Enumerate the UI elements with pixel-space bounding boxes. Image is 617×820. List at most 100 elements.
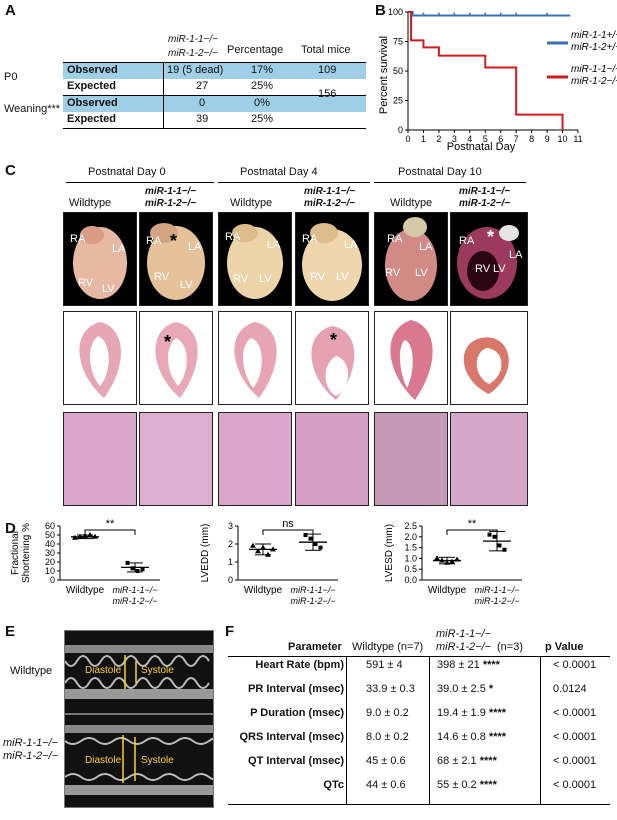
data-point bbox=[77, 533, 83, 539]
data-point bbox=[444, 559, 450, 565]
micrograph-ko-p10 bbox=[450, 412, 528, 506]
category-label-ko-l1: miR-1-1−/− bbox=[474, 585, 519, 595]
table-row: Expected 27 25% bbox=[67, 80, 274, 92]
dot-plot-y-label: LVEDD (mm) bbox=[200, 524, 211, 583]
panel-e-label: E bbox=[5, 623, 16, 640]
col-label-ko-p4-l2: miR-1-2−/− bbox=[304, 198, 356, 209]
category-label-wt: Wildtype bbox=[66, 585, 105, 596]
section-wt-p10 bbox=[374, 311, 448, 405]
ecg-ko-n: (n=3) bbox=[497, 641, 523, 653]
echo-image-wt: Diastole Systole bbox=[64, 630, 214, 714]
data-point bbox=[313, 542, 318, 546]
section-wt-p4 bbox=[218, 311, 292, 405]
y-tick-label: 0.5 bbox=[404, 564, 417, 574]
day-header-p4: Postnatal Day 4 bbox=[240, 166, 318, 178]
data-point bbox=[260, 544, 266, 550]
data-point bbox=[308, 536, 313, 541]
section-wt-p0 bbox=[63, 311, 137, 405]
micrograph-ko-p4 bbox=[295, 412, 369, 506]
y-tick-label: 40 bbox=[45, 539, 55, 549]
survival-chart: Percent survival 0 1 2 3 4 5 6 7 8 9 10 11 0 25 50 75 10… bbox=[378, 7, 617, 153]
x-tick-label: 10 bbox=[558, 134, 568, 144]
lvesd-chart: 0.00.51.01.52.02.5 LVESD (mm) Wildtype miR-… bbox=[384, 518, 522, 606]
data-point bbox=[318, 545, 323, 550]
y-tick-label: 50 bbox=[45, 530, 55, 540]
percentage-header: Percentage bbox=[227, 44, 284, 56]
y-tick-label: 2.5 bbox=[404, 521, 417, 531]
category-label-wt: Wildtype bbox=[428, 585, 467, 596]
heart-photo-wt-p10: RA LA RV LV bbox=[374, 212, 448, 306]
echo-systole-label-ko: Systole bbox=[141, 755, 174, 766]
panel-b-label: B bbox=[375, 2, 386, 19]
micrograph-wt-p0 bbox=[63, 412, 137, 506]
micrograph-wt-p4 bbox=[218, 412, 292, 506]
y-tick-label: 100 bbox=[388, 7, 403, 17]
data-point bbox=[502, 547, 507, 552]
category-label-ko-l1: miR-1-1−/− bbox=[290, 585, 335, 595]
legend-ko-line1: miR-1-1−/− bbox=[571, 64, 617, 75]
y-tick-label: 30 bbox=[45, 548, 55, 558]
col-label-ko-p0-l2: miR-1-2−/− bbox=[145, 198, 197, 209]
legend-ko-line2: miR-1-2−/− bbox=[571, 76, 617, 87]
table-row: Expected 39 25% bbox=[67, 113, 274, 125]
col-label-ko-p10-l1: miR-1-1−/− bbox=[459, 186, 511, 197]
x-tick-label: 7 bbox=[514, 134, 519, 144]
y-tick-label: 1.0 bbox=[404, 553, 417, 563]
x-tick-label: 2 bbox=[436, 134, 441, 144]
genotype-header-line1: miR-1-1−/− bbox=[168, 34, 219, 45]
section-ko-p10 bbox=[450, 311, 528, 405]
col-label-wt-p0: Wildtype bbox=[69, 197, 112, 209]
heart-photo-ko-p0: RA LA RV LV * bbox=[139, 212, 213, 306]
survival-x-axis-label: Postnatal Day bbox=[447, 141, 516, 153]
data-point bbox=[130, 566, 135, 571]
significance-bracket bbox=[84, 529, 136, 535]
section-ko-p0: * bbox=[139, 311, 213, 405]
group-label-weaning: Weaning*** bbox=[4, 103, 61, 115]
dot-plot-y-label: LVESD (mm) bbox=[384, 524, 395, 582]
data-point bbox=[125, 560, 130, 565]
col-label-ko-p10-l2: miR-1-2−/− bbox=[459, 198, 511, 209]
x-tick-label: 5 bbox=[483, 134, 488, 144]
echo-systole-label-wt: Systole bbox=[141, 665, 174, 676]
y-tick-label: 25 bbox=[393, 96, 403, 106]
y-tick-label: 0 bbox=[50, 575, 55, 585]
significance-bracket bbox=[446, 529, 498, 535]
data-point bbox=[497, 543, 502, 548]
data-point bbox=[265, 551, 271, 557]
legend-het-line2: miR-1-2+/− bbox=[571, 42, 617, 53]
data-point bbox=[439, 557, 445, 563]
data-point bbox=[140, 567, 145, 572]
y-tick-label: 1.5 bbox=[404, 543, 417, 553]
col-label-wt-p10: Wildtype bbox=[390, 197, 433, 209]
data-point bbox=[449, 558, 455, 564]
col-label-wt-p4: Wildtype bbox=[230, 197, 273, 209]
table-row: Observed 0 0% 156 bbox=[63, 88, 366, 112]
survival-y-axis-label: Percent survival bbox=[378, 36, 390, 114]
data-point bbox=[255, 548, 261, 554]
survival-series-1 bbox=[408, 11, 564, 130]
legend-het-line1: miR-1-1+/− bbox=[571, 30, 617, 41]
x-tick-label: 9 bbox=[545, 134, 550, 144]
x-tick-label: 1 bbox=[421, 134, 426, 144]
dot-plot-y-label: FractionalShortening % bbox=[10, 523, 32, 583]
data-point bbox=[72, 534, 78, 540]
data-point bbox=[492, 534, 497, 539]
y-tick-label: 60 bbox=[45, 521, 55, 531]
data-point bbox=[82, 532, 88, 538]
micrograph-wt-p10 bbox=[374, 412, 448, 506]
panel-c-label: C bbox=[5, 162, 16, 179]
y-tick-label: 2 bbox=[228, 539, 233, 549]
ecg-p-header: p Value bbox=[545, 641, 584, 653]
echo-label-ko-l1: miR-1-1−/− bbox=[3, 737, 59, 749]
ecg-ko-header-l2: miR-1-2−/− bbox=[436, 641, 492, 653]
survival-series-0 bbox=[408, 11, 571, 17]
heart-photo-wt-p4: RA LA RV LV bbox=[218, 212, 292, 306]
ecg-ko-header-l1: miR-1-1−/− bbox=[436, 628, 492, 640]
echo-diastole-label-ko: Diastole bbox=[85, 755, 122, 766]
ecg-wt-header: Wildtype (n=7) bbox=[352, 641, 424, 653]
data-point bbox=[92, 533, 98, 539]
echo-image-ko: Diastole Systole bbox=[64, 714, 214, 808]
y-tick-label: 0 bbox=[228, 575, 233, 585]
table-row: Observed 19 (5 dead) 17% 109 bbox=[63, 63, 366, 79]
